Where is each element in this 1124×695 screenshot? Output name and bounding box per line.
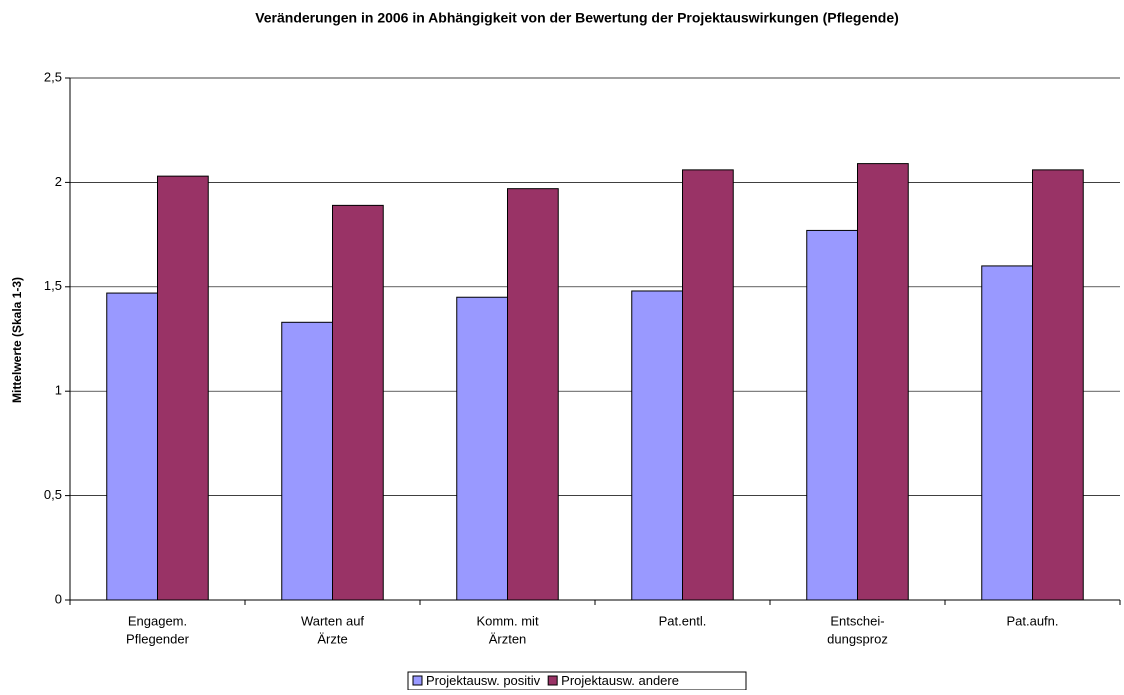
y-tick-label: 1,5 (44, 278, 62, 293)
y-axis-label: Mittelwerte (Skala 1-3) (10, 277, 24, 403)
x-tick-label: Pat.aufn. (1006, 613, 1058, 628)
bar (806, 229, 858, 601)
bar (157, 175, 209, 601)
bar (682, 169, 734, 601)
x-tick-label: Ärzten (489, 631, 527, 646)
bar (281, 321, 333, 601)
bar (507, 188, 559, 601)
bar (1032, 169, 1084, 601)
y-tick-label: 0,5 (44, 487, 62, 502)
x-tick-label: Ärzte (317, 631, 347, 646)
x-tick-label: Pflegender (126, 631, 190, 646)
x-tick-label: Komm. mit (476, 613, 539, 628)
legend-label: Projektausw. positiv (426, 673, 541, 688)
bar (631, 290, 683, 601)
bar (456, 296, 508, 601)
y-tick-label: 0 (55, 591, 62, 606)
x-tick-label: dungsproz (827, 631, 888, 646)
x-tick-label: Pat.entl. (659, 613, 707, 628)
x-tick-label: Engagem. (128, 613, 187, 628)
bar (106, 292, 158, 601)
bar (981, 265, 1033, 601)
y-tick-label: 1 (55, 383, 62, 398)
bar (332, 204, 384, 601)
y-tick-label: 2 (55, 174, 62, 189)
y-tick-label: 2,5 (44, 69, 62, 84)
x-tick-label: Warten auf (301, 613, 364, 628)
legend-swatch (412, 675, 423, 686)
bar (857, 163, 909, 601)
chart-title: Veränderungen in 2006 in Abhängigkeit vo… (255, 10, 899, 26)
x-tick-label: Entschei- (830, 613, 884, 628)
legend-swatch (547, 675, 558, 686)
legend-label: Projektausw. andere (561, 673, 679, 688)
